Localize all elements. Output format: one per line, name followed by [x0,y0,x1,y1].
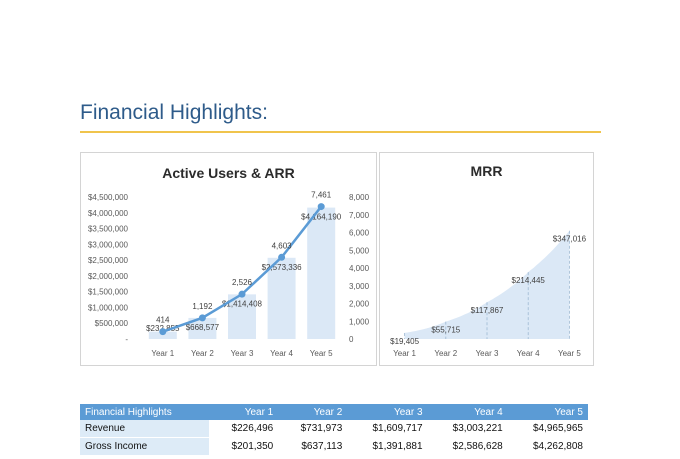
table-cell-label: Gross Income [80,437,210,456]
x-tick-label: Year 2 [191,349,214,358]
arr-data-label: $1,414,408 [222,299,263,308]
x-tick-label: Year 4 [270,349,293,358]
y-right-tick-label: 7,000 [349,211,370,220]
active-users-arr-chart: Active Users & ARR - $500,000 $1,000,000 $1,… [80,152,377,366]
x-tick-label: Year 3 [476,349,499,358]
table-header-cell: Year 3 [347,404,428,420]
financial-highlights-table: Financial Highlights Year 1 Year 2 Year … [80,404,588,456]
users-point [159,328,167,336]
y-left-tick-label: $2,000,000 [88,272,129,281]
table-cell: $2,586,628 [427,437,508,456]
y-left-tick-label: $4,500,000 [88,193,129,202]
y-left-tick-label: $4,000,000 [88,209,129,218]
y-right-tick-label: 6,000 [349,229,370,238]
arr-bar [307,207,336,339]
y-right-tick-label: 0 [349,335,354,344]
x-tick-label: Year 1 [151,349,174,358]
table-cell: $201,350 [209,437,279,456]
chart-title: Active Users & ARR [162,165,295,181]
arr-data-label: $668,577 [186,323,220,332]
users-data-label: 1,192 [192,302,213,311]
arr-bar [148,331,177,339]
table-header-row: Financial Highlights Year 1 Year 2 Year … [80,404,588,420]
x-tick-label: Year 5 [310,349,333,358]
x-tick-label: Year 5 [558,349,581,358]
table-cell: $1,391,881 [347,437,428,456]
users-data-label: 4,603 [272,241,293,250]
users-data-label: 414 [156,316,170,325]
mrr-area [404,230,570,339]
table-header-cell: Year 2 [278,404,348,420]
y-right-tick-label: 3,000 [349,282,370,291]
y-left-tick-label: $3,000,000 [88,240,129,249]
arr-data-label: $2,573,336 [262,263,303,272]
mrr-svg: MRR $19,405 $55,715 $117,867 $214,445 $347,01… [390,163,587,358]
y-left-tick-label: $1,000,000 [88,303,129,312]
y-right-tick-label: 5,000 [349,246,370,255]
y-right-tick-label: 2,000 [349,300,370,309]
y-left-tick-label: $3,500,000 [88,225,129,234]
arr-data-label: $4,164,190 [301,213,342,222]
arr-bar [267,257,296,339]
table-header-cell: Year 4 [427,404,508,420]
table-cell: $637,113 [278,437,348,456]
users-data-label: 7,461 [311,191,332,200]
table-row: Gross Income $201,350 $637,113 $1,391,88… [80,437,588,456]
table-cell: $1,609,717 [347,420,428,438]
table-header-cell: Financial Highlights [80,404,210,420]
table-cell: $3,003,221 [427,420,508,438]
chart-title: MRR [471,163,503,179]
y-right-tick-label: 4,000 [349,264,370,273]
mrr-data-label: $19,405 [390,337,419,346]
mrr-data-label: $214,445 [512,276,546,285]
table-cell: $4,262,808 [507,437,588,456]
table-cell: $4,965,965 [507,420,588,438]
mrr-chart: MRR $19,405 $55,715 $117,867 $214,445 $347,01… [379,152,594,366]
y-right-tick-label: 1,000 [349,317,370,326]
table-header-cell: Year 1 [209,404,279,420]
y-left-tick-label: $500,000 [95,319,129,328]
mrr-data-label: $117,867 [471,306,504,315]
x-tick-label: Year 1 [393,349,416,358]
x-tick-label: Year 3 [231,349,254,358]
users-data-label: 2,526 [232,278,253,287]
table-cell: $226,496 [209,420,279,438]
users-point [198,314,206,322]
mrr-data-label: $347,016 [553,235,587,244]
arr-bar [228,294,256,339]
arr-bar [188,317,217,339]
y-left-tick-label: $1,500,000 [88,288,129,297]
users-point [278,253,286,261]
y-right-tick-label: 8,000 [349,193,370,202]
x-tick-label: Year 4 [517,349,540,358]
users-point [238,290,246,298]
mrr-data-label: $55,715 [431,326,460,335]
page-title: Financial Highlights: [80,101,268,124]
active-users-arr-svg: Active Users & ARR - $500,000 $1,000,000 $1,… [88,165,370,358]
table-cell-label: Revenue [80,420,210,438]
table-cell: $731,973 [278,420,348,438]
table-row: Revenue $226,496 $731,973 $1,609,717 $3,… [80,420,588,438]
y-left-tick-label: $2,500,000 [88,256,129,265]
table-header-cell: Year 5 [507,404,588,420]
users-point [317,203,325,211]
y-left-tick-label: - [125,335,128,344]
x-tick-label: Year 2 [434,349,457,358]
title-divider [80,131,601,133]
